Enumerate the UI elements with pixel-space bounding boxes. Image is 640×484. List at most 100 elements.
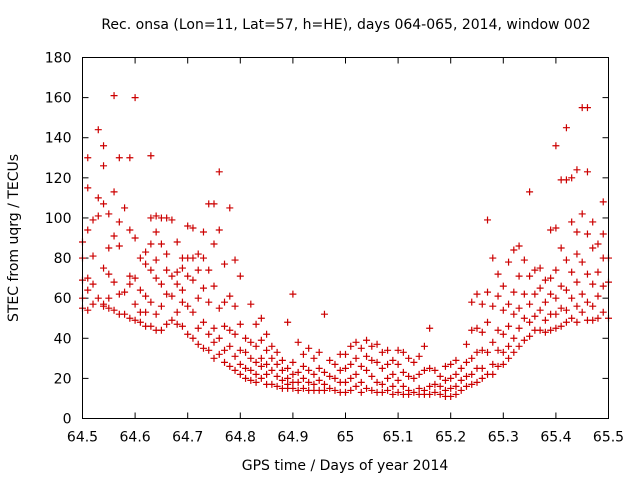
data-point [84, 154, 92, 162]
data-point [189, 334, 197, 342]
data-point [299, 384, 307, 392]
data-point [326, 356, 334, 364]
data-point [84, 286, 92, 294]
data-point [189, 224, 197, 232]
data-point [194, 266, 202, 274]
data-point [568, 294, 576, 302]
plot-frame [82, 57, 609, 419]
data-point [389, 356, 397, 364]
data-point [489, 302, 497, 310]
data-point [378, 364, 386, 372]
data-point [184, 222, 192, 230]
data-point [326, 372, 334, 380]
data-point [526, 300, 534, 308]
data-point [436, 382, 444, 390]
y-tick-label: 40 [54, 331, 72, 347]
data-point [373, 358, 381, 366]
data-point [110, 278, 118, 286]
data-point [278, 356, 286, 364]
data-point [347, 386, 355, 394]
data-point [126, 272, 134, 280]
data-point [568, 218, 576, 226]
data-point [226, 342, 234, 350]
x-tick-label: 65 [337, 430, 355, 446]
data-point [131, 316, 139, 324]
data-point [352, 382, 360, 390]
data-point [494, 292, 502, 300]
y-tick-label: 20 [54, 371, 72, 387]
data-point [126, 226, 134, 234]
data-point [531, 312, 539, 320]
data-point [536, 306, 544, 314]
data-point [473, 290, 481, 298]
data-point [494, 270, 502, 278]
data-point [263, 346, 271, 354]
data-point [436, 372, 444, 380]
data-point [157, 302, 165, 310]
data-point [126, 314, 134, 322]
data-point [305, 344, 313, 352]
data-point [205, 266, 213, 274]
data-point [473, 348, 481, 356]
data-point [352, 338, 360, 346]
data-point [510, 288, 518, 296]
data-point [199, 318, 207, 326]
data-point [310, 380, 318, 388]
data-point [147, 298, 155, 306]
data-point [457, 376, 465, 384]
x-tick-label: 64.7 [172, 430, 203, 446]
data-point [268, 354, 276, 362]
data-point [399, 382, 407, 390]
data-point [468, 326, 476, 334]
data-point [289, 358, 297, 366]
data-point [552, 142, 560, 150]
data-point [142, 308, 150, 316]
data-point [583, 104, 591, 112]
data-point [199, 254, 207, 262]
data-point [484, 318, 492, 326]
data-point [94, 194, 102, 202]
data-point [131, 94, 139, 102]
data-point [294, 378, 302, 386]
data-point [405, 354, 413, 362]
data-point [526, 318, 534, 326]
data-point [536, 326, 544, 334]
data-point [89, 280, 97, 288]
data-point [589, 244, 597, 252]
data-point [226, 362, 234, 370]
data-point [547, 290, 555, 298]
data-point [247, 376, 255, 384]
data-point [452, 382, 460, 390]
x-tick-label: 65.2 [435, 430, 466, 446]
data-point [189, 276, 197, 284]
data-point [568, 268, 576, 276]
data-point [173, 268, 181, 276]
data-point [568, 314, 576, 322]
data-point [394, 388, 402, 396]
data-point [452, 356, 460, 364]
data-point [468, 298, 476, 306]
data-point [299, 350, 307, 358]
data-point [347, 374, 355, 382]
data-point [541, 298, 549, 306]
data-point [89, 216, 97, 224]
data-point [557, 304, 565, 312]
data-point [389, 390, 397, 398]
data-point [331, 386, 339, 394]
data-point [547, 274, 555, 282]
data-point [89, 300, 97, 308]
data-point [189, 308, 197, 316]
data-point [426, 382, 434, 390]
data-point [384, 374, 392, 382]
data-point [531, 266, 539, 274]
data-point [263, 330, 271, 338]
data-point [557, 282, 565, 290]
data-point [278, 366, 286, 374]
data-point [552, 266, 560, 274]
data-point [384, 360, 392, 368]
data-point [468, 380, 476, 388]
data-point [426, 390, 434, 398]
data-point [515, 272, 523, 280]
data-point [462, 358, 470, 366]
